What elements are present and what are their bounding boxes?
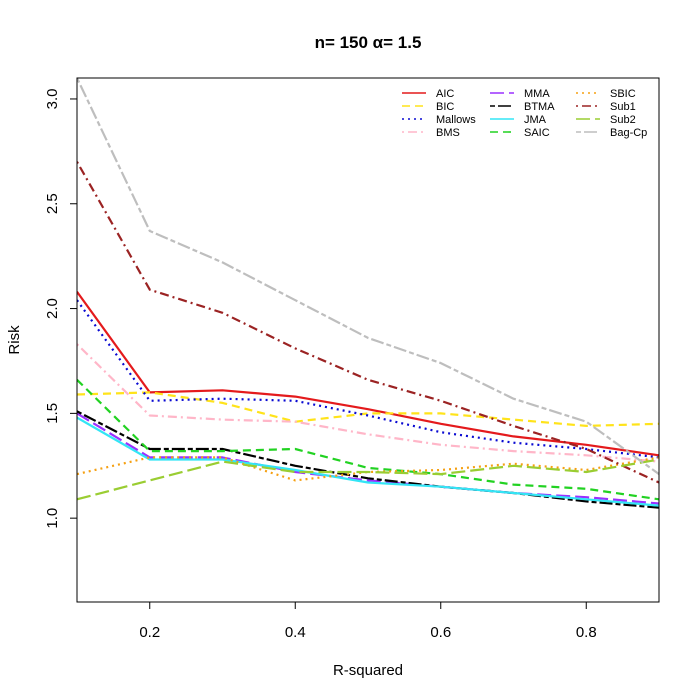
y-axis-title: Risk [6, 325, 23, 355]
series-line-bag-cp [77, 78, 659, 475]
y-tick-label: 2.0 [44, 298, 61, 319]
x-axis: 0.2 0.4 0.6 0.8 [139, 602, 597, 641]
x-axis-title: R-squared [333, 662, 403, 679]
legend-item: BTMA [490, 101, 555, 113]
series-line-aic [77, 291, 659, 457]
series-line-jma [77, 416, 659, 507]
x-tick-label: 0.2 [139, 624, 160, 641]
x-tick-label: 0.6 [430, 624, 451, 641]
legend-label: MMA [524, 88, 550, 100]
series-line-sub1 [77, 161, 659, 484]
y-axis: 1.0 1.5 2.0 2.5 3.0 [44, 89, 77, 529]
legend-item: SBIC [576, 88, 636, 100]
legend-label: SAIC [524, 127, 550, 139]
series-layer [77, 78, 659, 509]
y-tick-label: 3.0 [44, 89, 61, 110]
series-line-bms [77, 343, 659, 463]
legend-label: BTMA [524, 101, 555, 113]
series-line-sub2 [77, 458, 659, 501]
legend-item: Sub1 [576, 101, 636, 113]
series-line-btma [77, 410, 659, 509]
legend-label: AIC [436, 88, 454, 100]
plot-frame [76, 77, 660, 603]
legend-label: Mallows [436, 114, 476, 126]
legend-label: Sub1 [610, 101, 636, 113]
legend-label: Bag-Cp [610, 127, 647, 139]
y-tick-label: 2.5 [44, 193, 61, 214]
chart-title: n= 150 α= 1.5 [315, 33, 422, 52]
legend-label: JMA [524, 114, 547, 126]
legend-label: SBIC [610, 88, 636, 100]
legend-item: JMA [490, 114, 547, 126]
legend-item: Sub2 [576, 114, 636, 126]
legend-item: BMS [402, 127, 460, 139]
legend-label: BIC [436, 101, 454, 113]
x-tick-label: 0.8 [576, 624, 597, 641]
legend-label: Sub2 [610, 114, 636, 126]
legend-item: AIC [402, 88, 454, 100]
legend-label: BMS [436, 127, 460, 139]
x-tick-label: 0.4 [285, 624, 306, 641]
legend-item: SAIC [490, 127, 550, 139]
y-tick-label: 1.5 [44, 403, 61, 424]
y-tick-label: 1.0 [44, 508, 61, 529]
legend-item: Mallows [402, 114, 476, 126]
series-line-mallows [77, 299, 659, 459]
legend-item: BIC [402, 101, 454, 113]
series-line-mma [77, 412, 659, 505]
legend-item: MMA [490, 88, 550, 100]
series-line-bic [77, 391, 659, 427]
legend-item: Bag-Cp [576, 127, 647, 139]
